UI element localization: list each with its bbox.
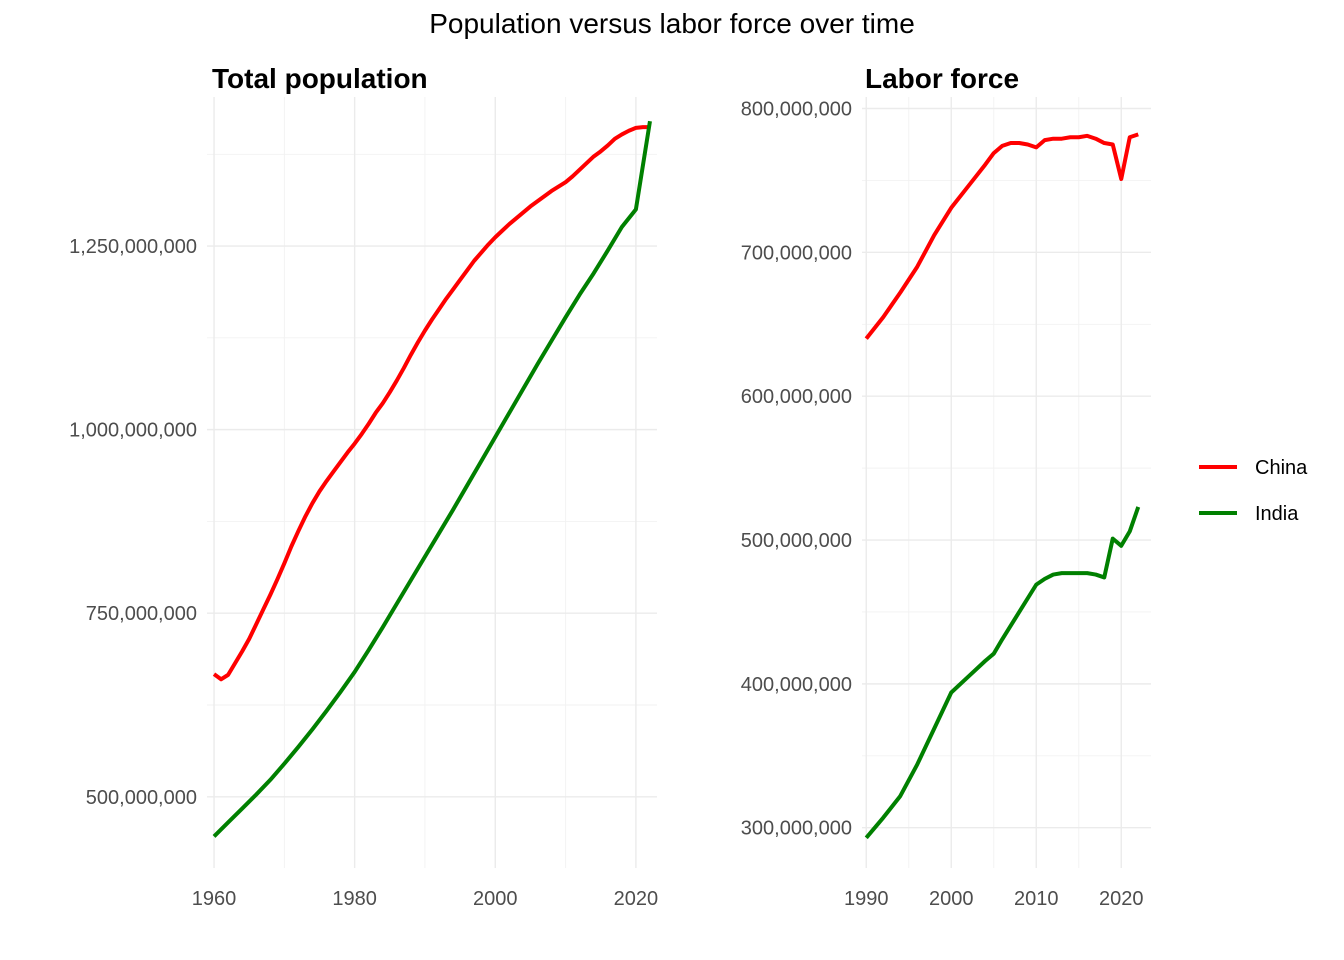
panel-title-labor-force: Labor force (865, 63, 1019, 94)
series-total-population (212, 120, 652, 838)
x-tick-label: 2000 (929, 888, 974, 910)
y-tick-label: 1,000,000,000 (69, 420, 197, 442)
figure-title: Population versus labor force over time (429, 8, 915, 39)
y-tick-label: 750,000,000 (86, 603, 197, 625)
series-line-india-total-population (212, 120, 652, 838)
panel-title-total-population: Total population (212, 63, 428, 94)
x-tick-label: 2010 (1014, 888, 1059, 910)
series-line-china-total-population (212, 125, 650, 682)
y-tick-label: 400,000,000 (741, 674, 852, 696)
y-tick-label: 600,000,000 (741, 386, 852, 408)
legend: China India (1199, 457, 1308, 525)
x-tick-label: 1980 (332, 888, 377, 910)
y-tick-label: 500,000,000 (741, 530, 852, 552)
x-tick-label: 2020 (614, 888, 659, 910)
grid-labor-force (862, 97, 1151, 868)
panel-labor-force: Labor force 1990 2000 2010 2020 300,000,000 4… (741, 63, 1151, 910)
series-line-india-labor-force (864, 506, 1141, 840)
ticks-labor-force: 1990 2000 2010 2020 300,000,000 400,000,000 50… (741, 99, 1144, 910)
x-tick-label: 1990 (844, 888, 889, 910)
x-tick-label: 1960 (192, 888, 237, 910)
legend-label-china: China (1255, 457, 1308, 479)
ticks-total-population: 1960 1980 2000 2020 500,000,000 750,000,000 1,… (69, 236, 658, 910)
y-tick-label: 500,000,000 (86, 787, 197, 809)
series-labor-force (864, 132, 1141, 840)
panel-total-population: Total population 1960 1980 2000 2020 500,000… (69, 63, 658, 910)
y-tick-label: 1,250,000,000 (69, 236, 197, 258)
legend-label-india: India (1255, 503, 1299, 525)
y-tick-label: 800,000,000 (741, 99, 852, 121)
y-tick-label: 300,000,000 (741, 818, 852, 840)
y-tick-label: 700,000,000 (741, 242, 852, 264)
grid-total-population (207, 97, 657, 868)
series-line-china-labor-force (864, 132, 1139, 340)
x-tick-label: 2020 (1099, 888, 1144, 910)
x-tick-label: 2000 (473, 888, 518, 910)
